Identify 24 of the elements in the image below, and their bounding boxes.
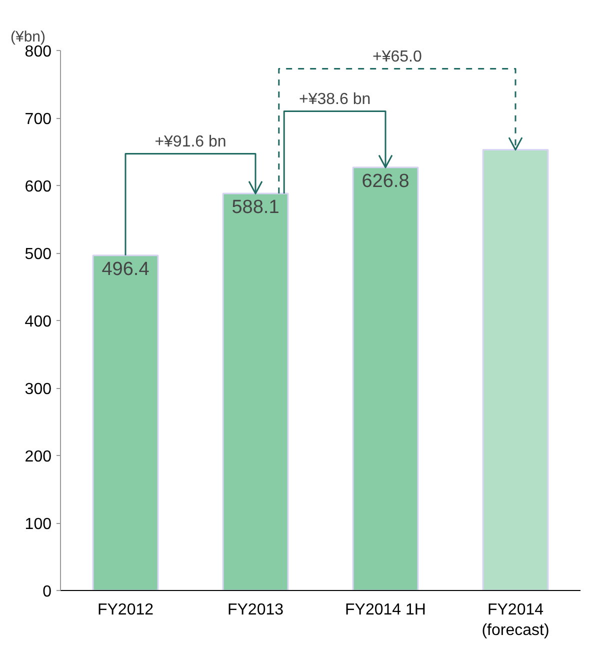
y-tick-label: 700 [24, 111, 52, 128]
y-tick-label: 0 [42, 584, 52, 600]
bar [352, 166, 419, 590]
x-tick-label: FY2014 1H [345, 602, 426, 618]
y-tick-label: 200 [24, 448, 52, 466]
x-tick-label: FY2013 [227, 602, 284, 618]
bar [92, 254, 159, 590]
y-tick-label: 100 [24, 516, 52, 533]
x-tick-label: FY2014 (forecast) [482, 602, 550, 639]
y-tick-label: 500 [24, 246, 52, 263]
annotation: +¥65.0 [372, 48, 422, 66]
y-tick-label: 800 [24, 44, 52, 60]
y-tick-label: 600 [24, 178, 52, 196]
annotation: +¥38.6 bn [298, 90, 371, 108]
data-label: 626.8 [362, 170, 410, 192]
x-tick-label: FY2012 [97, 602, 154, 618]
bar [222, 192, 289, 590]
data-label: 496.4 [102, 258, 150, 280]
data-label: 588.1 [232, 196, 280, 218]
y-tick-label: 400 [24, 314, 52, 330]
annotation: +¥91.6 bn [154, 133, 226, 150]
bar [482, 148, 549, 590]
y-tick-label: 300 [24, 381, 52, 398]
y-axis-title: (¥bn) [10, 28, 46, 46]
